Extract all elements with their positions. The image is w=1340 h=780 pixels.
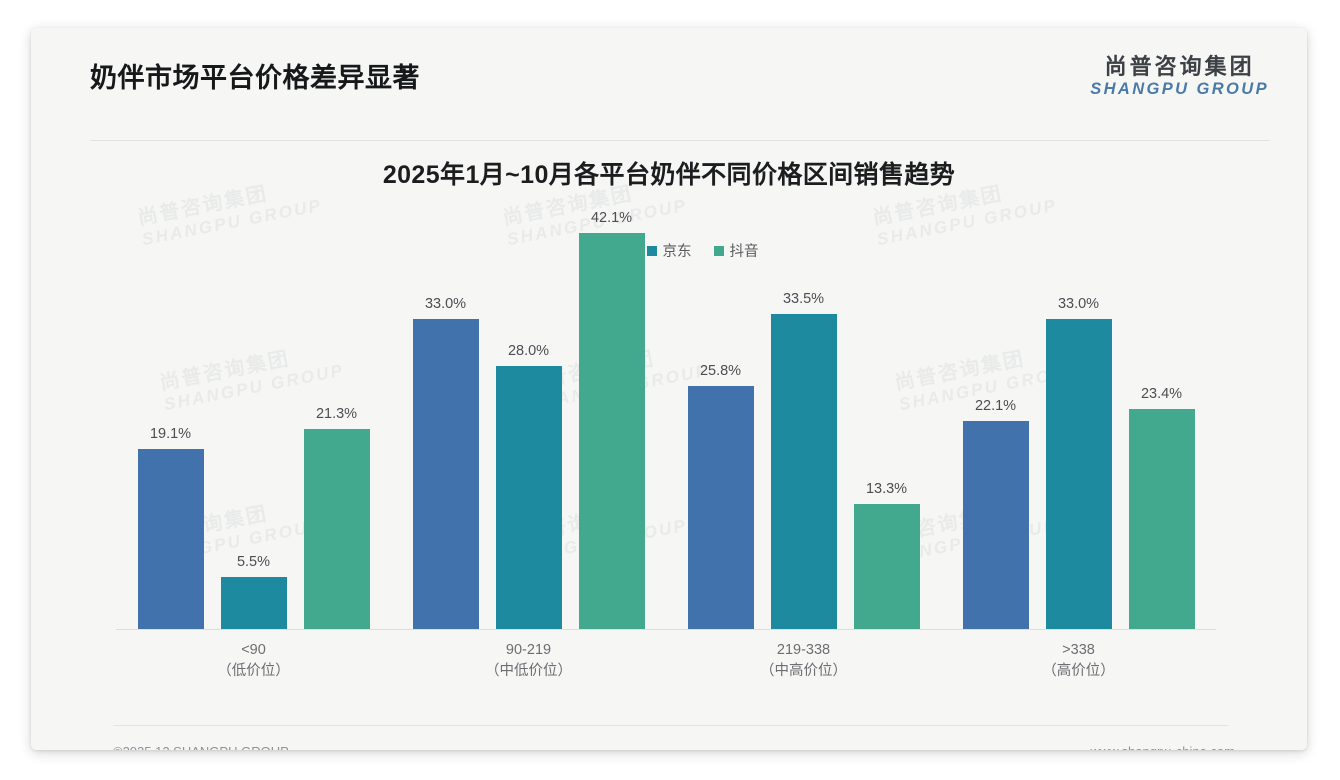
chart-container: 2025年1月~10月各平台奶伴不同价格区间销售趋势 天猫京东抖音 19.1%5… — [31, 118, 1307, 708]
brand-logo: 尚普咨询集团 SHANGPU GROUP — [1090, 54, 1269, 100]
x-axis-labels: <90 （低价位） 90-219 （中低价位） 219-338 （中高价位） >338 （高价… — [116, 630, 1216, 688]
x-axis-tick-tier: （中低价位） — [485, 663, 572, 680]
bar-抖音[interactable] — [578, 233, 645, 629]
bar-item[interactable]: 33.5% — [770, 178, 837, 629]
bar-抖音[interactable] — [853, 503, 920, 629]
bar-天猫[interactable] — [412, 318, 479, 629]
x-axis-tick-label: 90-219 （中低价位） — [391, 630, 666, 688]
x-axis-tick-label: >338 （高价位） — [941, 630, 1216, 688]
x-axis-tick-label: <90 （低价位） — [116, 630, 391, 688]
bar-value-label: 23.4% — [1140, 386, 1183, 403]
chart-title: 2025年1月~10月各平台奶伴不同价格区间销售趋势 — [382, 161, 956, 189]
legend-label: 京东 — [662, 244, 692, 260]
bar-value-label: 25.8% — [699, 363, 742, 380]
bar-天猫[interactable] — [962, 421, 1029, 629]
bar-item[interactable]: 23.4% — [1128, 178, 1195, 629]
footer-copyright: ©2025.12 SHANGPU GROUP — [113, 744, 289, 750]
bar-value-label: 21.3% — [315, 405, 358, 422]
brand-logo-en: SHANGPU GROUP — [1090, 79, 1269, 98]
legend-item-抖音[interactable]: 抖音 — [713, 240, 759, 261]
header-divider — [90, 140, 1270, 141]
bar-抖音[interactable] — [1128, 409, 1195, 629]
bar-group: 22.1% 33.0% 23.4% — [941, 178, 1216, 629]
bar-item[interactable]: 13.3% — [853, 178, 920, 629]
x-axis-tick-tier: （高价位） — [1042, 663, 1115, 680]
bar-value-label: 33.0% — [1057, 295, 1100, 312]
legend-swatch-icon — [713, 245, 724, 256]
bar-group: 19.1% 5.5% 21.3% — [116, 178, 391, 629]
bar-item[interactable]: 19.1% — [137, 178, 204, 629]
page-title: 奶伴市场平台价格差异显著 — [90, 63, 420, 93]
x-axis-tick-tier: （低价位） — [217, 663, 290, 680]
bar-天猫[interactable] — [687, 386, 754, 629]
bar-抖音[interactable] — [303, 428, 370, 629]
bar-京东[interactable] — [495, 365, 562, 629]
legend-item-京东[interactable]: 京东 — [646, 240, 692, 261]
legend-label: 抖音 — [729, 244, 759, 260]
bar-group: 33.0% 28.0% 42.1% — [391, 178, 666, 629]
bar-group: 25.8% 33.5% 13.3% — [666, 178, 941, 629]
x-axis-tick-tier: （中高价位） — [760, 663, 847, 680]
bar-item[interactable]: 33.0% — [1045, 178, 1112, 629]
bar-item[interactable]: 42.1% — [578, 178, 645, 629]
chart-plot-area: 19.1% 5.5% 21.3% 33.0% 28.0% 42.1% 25.8% 33.5% 1… — [116, 178, 1216, 688]
x-axis-tick-range: 219-338 — [776, 642, 831, 658]
axis-baseline — [116, 629, 1216, 630]
bar-京东[interactable] — [770, 314, 837, 629]
x-axis-tick-label: 219-338 （中高价位） — [666, 630, 941, 688]
bar-京东[interactable] — [1045, 318, 1112, 629]
x-axis-tick-range: 90-219 — [505, 642, 552, 658]
bar-value-label: 33.0% — [424, 295, 467, 312]
brand-logo-cn: 尚普咨询集团 — [1104, 54, 1255, 79]
slide-card: 尚普咨询集团 SHANGPU GROUP 尚普咨询集团 SHANGPU GROUP 尚普… — [31, 28, 1307, 750]
bar-item[interactable]: 28.0% — [495, 178, 562, 629]
bar-item[interactable]: 22.1% — [962, 178, 1029, 629]
x-axis-tick-range: >338 — [1062, 642, 1095, 658]
bar-京东[interactable] — [220, 577, 287, 629]
slide-header: 奶伴市场平台价格差异显著 尚普咨询集团 SHANGPU GROUP — [31, 28, 1307, 118]
bar-item[interactable]: 5.5% — [220, 178, 287, 629]
bar-item[interactable]: 21.3% — [303, 178, 370, 629]
bar-value-label: 28.0% — [507, 342, 550, 359]
footer-divider — [113, 725, 1228, 726]
bar-value-label: 5.5% — [236, 554, 271, 571]
x-axis-tick-range: <90 — [241, 642, 266, 658]
bar-item[interactable]: 33.0% — [412, 178, 479, 629]
bar-value-label: 22.1% — [974, 398, 1017, 415]
bar-value-label: 13.3% — [865, 480, 908, 497]
bar-value-label: 33.5% — [782, 291, 825, 308]
bar-groups: 19.1% 5.5% 21.3% 33.0% 28.0% 42.1% 25.8% 33.5% 1… — [116, 178, 1216, 629]
legend-swatch-icon — [646, 245, 657, 256]
bar-天猫[interactable] — [137, 449, 204, 629]
bar-item[interactable]: 25.8% — [687, 178, 754, 629]
bar-value-label: 42.1% — [590, 210, 633, 227]
bar-value-label: 19.1% — [149, 426, 192, 443]
slide-footer: ©2025.12 SHANGPU GROUP www.shangpu-china… — [31, 736, 1307, 750]
footer-website: www.shangpu-china.com — [1090, 744, 1235, 750]
